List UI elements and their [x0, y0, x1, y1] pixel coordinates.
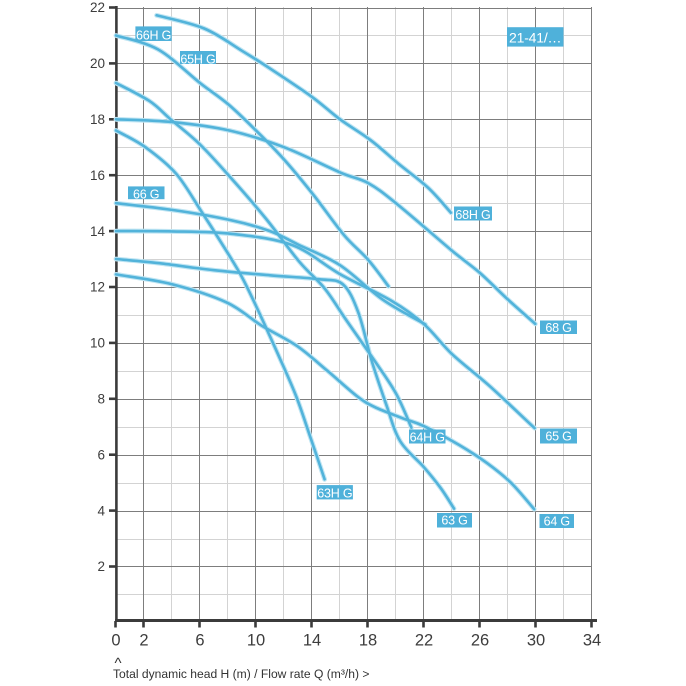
svg-text:18: 18 [90, 112, 105, 127]
svg-text:^: ^ [115, 655, 122, 672]
svg-text:64H G: 64H G [410, 431, 445, 445]
svg-text:8: 8 [97, 392, 105, 407]
svg-text:16: 16 [90, 168, 105, 183]
svg-text:63 G: 63 G [441, 514, 467, 528]
svg-text:30: 30 [527, 632, 545, 650]
svg-text:21-41/…: 21-41/… [509, 30, 561, 46]
svg-text:Total dynamic head H (m) / Flo: Total dynamic head H (m) / Flow rate Q (… [113, 667, 369, 681]
svg-text:22: 22 [90, 0, 105, 15]
svg-text:65H G: 65H G [180, 52, 215, 66]
svg-text:65 G: 65 G [545, 430, 571, 444]
svg-text:12: 12 [90, 280, 105, 295]
svg-text:64 G: 64 G [544, 515, 570, 529]
svg-text:2: 2 [97, 559, 105, 574]
svg-text:20: 20 [90, 56, 105, 71]
svg-text:66 G: 66 G [133, 187, 159, 201]
svg-text:6: 6 [195, 632, 204, 650]
svg-text:2: 2 [139, 632, 148, 650]
svg-text:22: 22 [415, 632, 433, 650]
svg-text:18: 18 [359, 632, 377, 650]
svg-text:14: 14 [90, 224, 106, 239]
svg-text:0: 0 [111, 632, 120, 650]
svg-text:10: 10 [90, 336, 105, 351]
svg-text:6: 6 [97, 447, 105, 462]
svg-text:14: 14 [303, 632, 321, 650]
svg-text:4: 4 [97, 503, 105, 518]
svg-text:68H G: 68H G [455, 208, 490, 222]
svg-text:66H G: 66H G [136, 28, 171, 42]
svg-text:10: 10 [247, 632, 265, 650]
svg-text:63H G: 63H G [317, 486, 352, 500]
svg-text:34: 34 [583, 632, 601, 650]
svg-text:26: 26 [471, 632, 489, 650]
svg-text:68 G: 68 G [545, 321, 571, 335]
